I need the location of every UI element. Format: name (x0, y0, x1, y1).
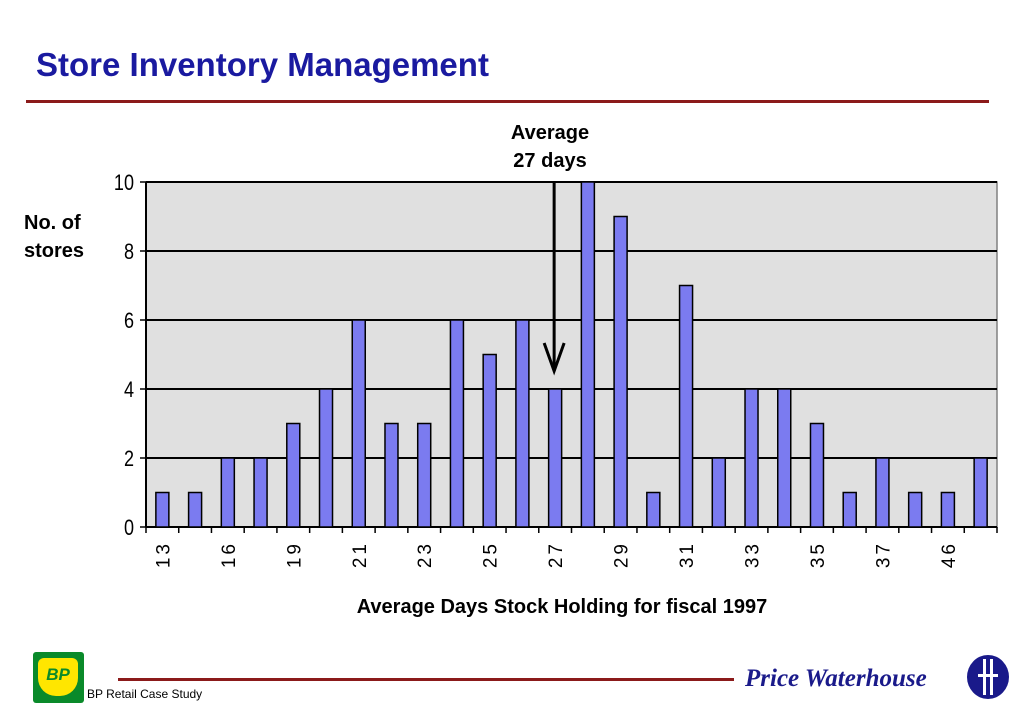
bar (875, 457, 890, 528)
x-tick-label: 13 (153, 541, 174, 568)
average-arrow-head (542, 342, 566, 376)
y-tick-label: 6 (124, 309, 134, 333)
x-tick-label: 21 (350, 541, 371, 568)
average-annotation-line1: Average (510, 122, 590, 144)
bar (646, 491, 661, 528)
x-tick-label: 25 (481, 541, 502, 568)
x-tick-label: 46 (939, 541, 960, 568)
bar (515, 319, 530, 528)
bar (940, 491, 956, 528)
y-tick-label: 0 (124, 516, 134, 540)
bar (842, 491, 857, 528)
x-tick-label: 33 (743, 541, 764, 568)
y-tick-label: 10 (114, 171, 134, 195)
bar (416, 422, 432, 528)
bar (973, 457, 988, 528)
bar (449, 319, 465, 528)
y-tick-label: 2 (124, 447, 134, 471)
x-tick-label: 27 (546, 541, 567, 568)
x-tick-label: 31 (677, 541, 698, 568)
footer-divider (118, 678, 734, 681)
bar (351, 319, 366, 528)
y-axis-label: No. of stores (24, 212, 85, 262)
bar (678, 284, 694, 528)
bar (580, 181, 596, 528)
y-tick-label: 4 (124, 378, 134, 402)
bar (187, 491, 203, 528)
bar (711, 457, 727, 528)
bar (907, 491, 923, 528)
x-tick-label: 37 (873, 541, 894, 568)
bar (613, 215, 628, 528)
average-annotation: Average 27 days (490, 119, 610, 175)
x-tick-label: 35 (808, 541, 829, 568)
page-title: Store Inventory Management (36, 46, 489, 83)
bar (220, 457, 236, 528)
bar (809, 422, 825, 528)
bar (318, 388, 334, 528)
y-tick-label: 8 (124, 240, 134, 264)
x-axis-label: Average Days Stock Holding for fiscal 19… (356, 596, 768, 618)
bp-logo-mark: BP (38, 658, 78, 696)
x-tick-label: 23 (415, 541, 436, 568)
x-tick-label: 19 (284, 541, 305, 568)
footer-caption: BP Retail Case Study (87, 687, 203, 701)
bar (286, 422, 301, 528)
bp-logo: BP (33, 652, 84, 703)
bar (744, 388, 759, 528)
bar (155, 491, 170, 528)
bar (482, 353, 497, 528)
company-name: Price Waterhouse (745, 665, 927, 692)
bar (384, 422, 399, 528)
plot-area (145, 181, 998, 528)
bar (547, 388, 563, 528)
x-tick-label: 29 (612, 541, 633, 568)
bar (777, 388, 792, 528)
average-annotation-line2: 27 days (513, 150, 587, 172)
title-divider (26, 100, 989, 103)
bar (253, 457, 268, 528)
price-waterhouse-logo (967, 655, 1009, 699)
x-tick-label: 16 (219, 541, 240, 568)
